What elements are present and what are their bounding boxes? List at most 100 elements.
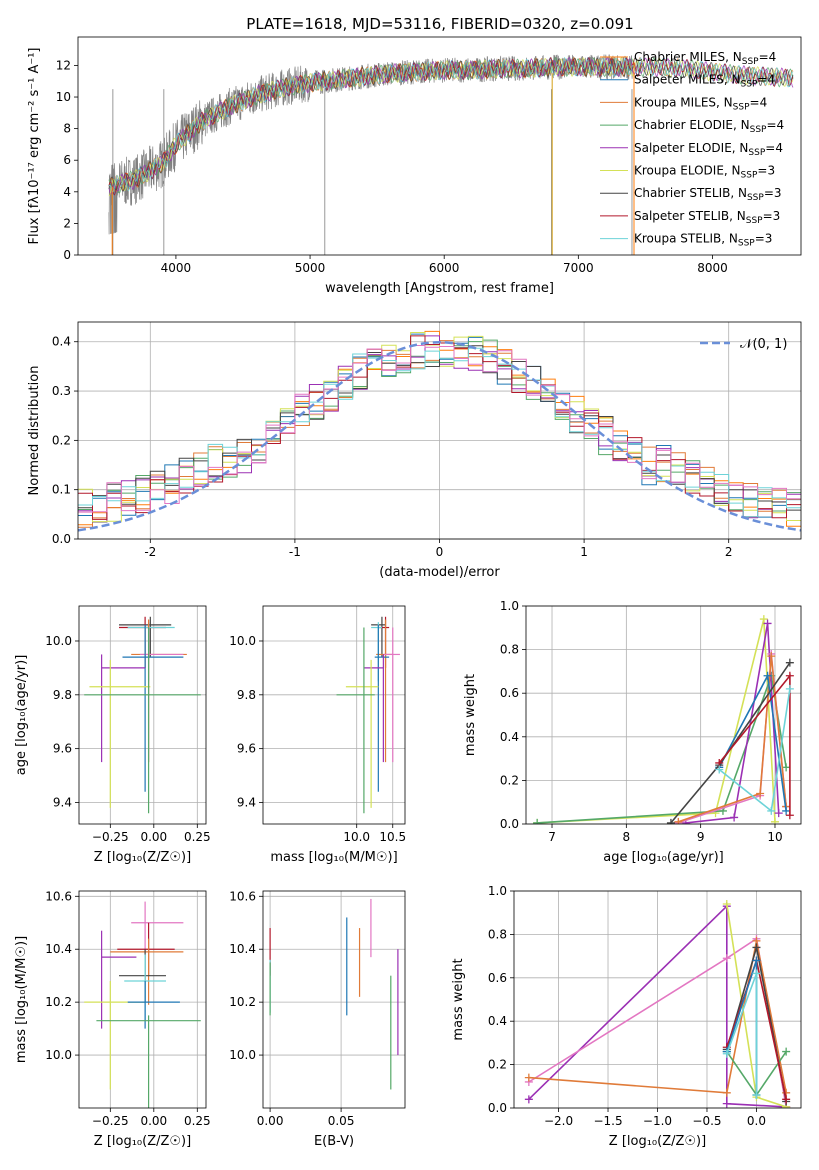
y-tick-label: 0.8 — [488, 927, 507, 941]
weight-point-marker — [722, 900, 731, 909]
x-tick-label: 0.0 — [747, 1114, 766, 1128]
y-tick-label: 0.0 — [500, 817, 519, 831]
y-tick-label: 0.6 — [488, 971, 507, 985]
plot-frame — [262, 890, 406, 1109]
weight-point-marker — [767, 806, 776, 815]
y-tick-label: 10.4 — [45, 942, 72, 956]
y-tick-label: 8 — [63, 122, 71, 136]
y-axis-label: mass [log₁₀(M/M☉)] — [14, 936, 29, 1063]
y-tick-label: 10.0 — [229, 634, 256, 648]
legend-label: Salpeter STELIB, NSSP=3 — [634, 209, 780, 226]
legend-label: Chabrier MILES, NSSP=4 — [634, 50, 776, 67]
legend-label: Chabrier ELODIE, NSSP=4 — [634, 118, 784, 135]
x-tick-label: 10 — [767, 830, 782, 844]
legend-label: Chabrier STELIB, NSSP=3 — [634, 186, 782, 203]
weight-series-line — [528, 940, 787, 1094]
weight-point-marker — [752, 1090, 761, 1099]
y-tick-label: 10.6 — [229, 889, 256, 903]
model-spectrum-line — [108, 56, 794, 193]
y-tick-label: 9.6 — [237, 742, 256, 756]
y-tick-label: 9.6 — [53, 742, 72, 756]
weight_age-panel: 7 8 9 10 0.0 0.2 0.4 0.6 0.8 1.0 age [log₁₀(age/yr… — [463, 599, 802, 865]
x-tick-label: 8 — [623, 830, 631, 844]
x-tick-label: 0.25 — [184, 1114, 211, 1128]
weight-point-marker — [785, 811, 794, 820]
panels: 4000 5000 6000 7000 8000024681012wavelength … — [14, 36, 802, 1149]
x-axis-label: E(B-V) — [314, 1134, 354, 1149]
weight-point-marker — [763, 619, 772, 628]
y-tick-label: 0.3 — [52, 384, 71, 398]
y-tick-label: 6 — [63, 153, 71, 167]
x-tick-label: −0.25 — [92, 1114, 129, 1128]
y-tick-label: 10.0 — [45, 1048, 72, 1062]
y-tick-label: 0.8 — [500, 643, 519, 657]
weight-point-marker — [759, 615, 768, 624]
y-tick-label: 0.2 — [488, 1058, 507, 1072]
weight-series-line — [678, 656, 787, 823]
residuals-panel: -2 -1 0 1 2 0.0 0.1 0.2 0.3 0.4 (data-model)/error… — [27, 321, 802, 580]
weight-lines — [533, 615, 794, 824]
x-tick-label: 8000 — [697, 261, 728, 275]
weight-point-marker — [666, 818, 675, 824]
y-tick-label: 1.0 — [500, 599, 519, 613]
x-tick-label: 7 — [548, 830, 556, 844]
x-tick-label: 1 — [580, 545, 588, 559]
x-tick-label: 4000 — [161, 261, 192, 275]
weight-point-marker — [722, 954, 731, 963]
x-tick-label: 0.00 — [257, 1114, 284, 1128]
legend-label: Kroupa STELIB, NSSP=3 — [634, 232, 772, 249]
weight-point-marker — [674, 817, 683, 824]
plot-frame — [77, 36, 802, 256]
residual-lines — [78, 330, 801, 532]
weight-point-marker — [782, 1047, 791, 1056]
spectrum-legend: Chabrier MILES, NSSP=4 Salpeter MILES, NS… — [600, 50, 784, 249]
residual-histogram — [78, 345, 801, 511]
x-tick-label: −1.5 — [593, 1114, 622, 1128]
weight-point-marker — [722, 1049, 731, 1058]
model-spectrum-line — [108, 56, 794, 195]
x-axis-label: age [log₁₀(age/yr)] — [603, 850, 724, 865]
plot-frame — [78, 605, 207, 825]
y-axis-label: Normed distribution — [27, 366, 42, 496]
residual-histogram — [78, 347, 801, 518]
weight-point-marker — [785, 684, 794, 693]
legend-label: Salpeter ELODIE, NSSP=4 — [634, 141, 783, 158]
x-axis-label: wavelength [Angstrom, rest frame] — [325, 281, 554, 296]
weight-point-marker — [785, 658, 794, 667]
weight-point-marker — [782, 1095, 791, 1104]
mass_Z-panel: −0.25 0.00 0.25 10.0 10.2 10.4 10.6 Z [log₁₀(Z/… — [14, 889, 211, 1149]
x-tick-label: 10.0 — [343, 830, 370, 844]
x-tick-label: 0.00 — [140, 830, 167, 844]
x-tick-label: 7000 — [563, 261, 594, 275]
errorbar-group — [269, 898, 399, 1090]
errorbar-group — [84, 901, 201, 1108]
model-spectrum-line — [108, 56, 794, 192]
y-tick-label: 0.0 — [52, 532, 71, 546]
x-tick-label: −2.0 — [544, 1114, 573, 1128]
weight-point-marker — [752, 956, 761, 965]
weight-point-marker — [767, 652, 776, 661]
spectrum-title: PLATE=1618, MJD=53116, FIBERID=0320, z=0… — [246, 15, 633, 33]
y-tick-label: 0.4 — [488, 1014, 507, 1028]
y-tick-label: 9.8 — [237, 688, 256, 702]
y-tick-label: 10.0 — [229, 1048, 256, 1062]
y-axis-label: Flux [fλ10⁻¹⁷ erg cm⁻² s⁻¹ A⁻¹] — [27, 48, 42, 245]
x-tick-label: 10.5 — [379, 830, 406, 844]
weight-point-marker — [752, 943, 761, 952]
y-tick-label: 9.4 — [237, 795, 256, 809]
x-tick-label: 0 — [436, 545, 444, 559]
x-axis-label: Z [log₁₀(Z/Z☉)] — [94, 1134, 191, 1149]
errorbar-group — [84, 616, 201, 814]
weight-point-marker — [774, 809, 783, 818]
x-tick-label: −0.5 — [692, 1114, 721, 1128]
age_Z-panel: −0.25 0.00 0.25 9.4 9.6 9.8 10.0 Z [log₁₀(Z/Z☉)… — [14, 605, 211, 865]
weight-point-marker — [752, 969, 761, 978]
weight-point-marker — [770, 817, 779, 824]
spectrum-panel: 4000 5000 6000 7000 8000 0 2 4 6 8 10 12 wavelength … — [27, 36, 802, 296]
x-tick-label: 2 — [725, 545, 733, 559]
x-tick-label: 0.00 — [140, 1114, 167, 1128]
plot-frame — [525, 605, 802, 825]
model-spectrum-line — [108, 56, 794, 196]
y-tick-label: 0 — [63, 248, 71, 262]
y-tick-label: 9.4 — [53, 795, 72, 809]
